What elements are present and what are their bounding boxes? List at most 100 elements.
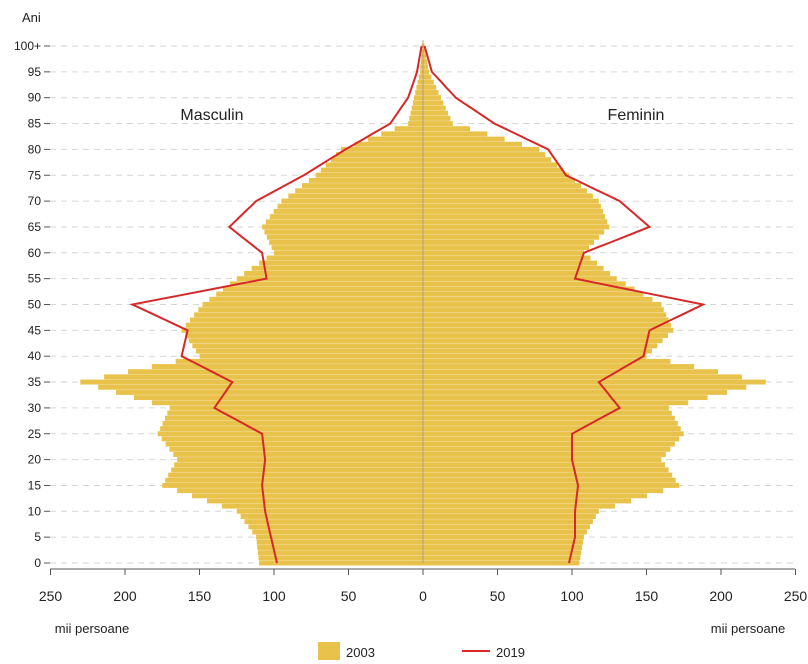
- bar-female-2003: [423, 141, 522, 147]
- bar-female-2003: [423, 110, 449, 116]
- x-tick-label: 250: [39, 588, 63, 604]
- bar-male-2003: [195, 348, 423, 354]
- bar-male-2003: [257, 550, 423, 556]
- bar-female-2003: [423, 286, 635, 292]
- y-tick-label: 50: [28, 298, 42, 312]
- bar-male-2003: [415, 90, 423, 95]
- y-tick-label: 10: [28, 504, 42, 518]
- bar-female-2003: [423, 539, 584, 545]
- bar-male-2003: [266, 234, 423, 240]
- line-female-2019: [423, 45, 707, 564]
- bar-female-2003: [423, 508, 599, 514]
- bar-male-2003: [240, 514, 423, 519]
- bar-female-2003: [423, 482, 680, 488]
- bar-male-2003: [325, 162, 423, 168]
- x-tick-label: 100: [560, 588, 584, 604]
- left-label: Masculin: [180, 107, 243, 124]
- bar-female-2003: [423, 100, 444, 106]
- bar-male-2003: [236, 508, 423, 514]
- bar-male-2003: [174, 462, 423, 468]
- bar-male-2003: [408, 121, 423, 127]
- bar-female-2003: [423, 255, 591, 261]
- bar-male-2003: [198, 307, 423, 313]
- bar-female-2003: [423, 333, 668, 338]
- bar-male-2003: [416, 84, 423, 90]
- bar-female-2003: [423, 208, 603, 214]
- x-tick-label: 150: [635, 588, 659, 604]
- bar-female-2003: [423, 136, 505, 142]
- bar-female-2003: [423, 131, 488, 137]
- bar-female-2003: [423, 529, 587, 535]
- bar-female-2003: [423, 177, 575, 183]
- right-label: Feminin: [608, 107, 665, 124]
- bar-female-2003: [423, 348, 652, 354]
- bar-female-2003: [423, 183, 581, 189]
- y-tick-label: 45: [28, 323, 42, 337]
- bar-male-2003: [258, 555, 423, 561]
- bar-male-2003: [177, 457, 423, 463]
- bar-female-2003: [423, 426, 681, 432]
- bar-female-2003: [423, 146, 540, 152]
- bar-female-2003: [423, 105, 446, 111]
- y-tick-label: 30: [28, 401, 42, 415]
- bar-male-2003: [175, 358, 423, 364]
- bar-female-2003: [423, 446, 671, 452]
- bar-female-2003: [423, 322, 671, 328]
- bar-male-2003: [251, 265, 423, 271]
- bar-female-2003: [423, 74, 432, 80]
- x-tick-label: 50: [341, 588, 357, 604]
- bar-male-2003: [206, 498, 423, 504]
- legend-label-2019: 2019: [496, 645, 525, 660]
- bar-female-2003: [423, 302, 662, 307]
- bar-male-2003: [315, 172, 423, 178]
- bar-female-2003: [423, 214, 606, 220]
- bar-female-2003: [423, 534, 584, 540]
- bar-male-2003: [277, 203, 423, 209]
- bar-female-2003: [423, 203, 601, 209]
- x-tick-label: 50: [490, 588, 506, 604]
- bar-male-2003: [269, 240, 423, 245]
- bar-male-2003: [185, 322, 423, 328]
- bar-male-2003: [177, 488, 423, 494]
- bar-female-2003: [423, 317, 669, 323]
- x-unit-label-left: mii persoane: [55, 621, 129, 636]
- bar-male-2003: [269, 214, 423, 220]
- bar-female-2003: [423, 467, 669, 473]
- y-tick-label: 5: [34, 530, 41, 544]
- bar-female-2003: [423, 121, 453, 127]
- x-tick-label: 100: [262, 588, 286, 604]
- bar-female-2003: [423, 338, 663, 344]
- bar-male-2003: [420, 64, 423, 70]
- x-tick-label: 250: [784, 588, 808, 604]
- bar-male-2003: [420, 53, 423, 59]
- bar-female-2003: [423, 457, 662, 463]
- bar-male-2003: [236, 276, 423, 282]
- bar-male-2003: [189, 317, 423, 323]
- bar-male-2003: [410, 110, 423, 116]
- bar-male-2003: [188, 338, 423, 344]
- y-tick-label: 95: [28, 65, 42, 79]
- bars-2003: [80, 43, 766, 566]
- bar-male-2003: [165, 477, 424, 483]
- bar-male-2003: [271, 245, 423, 251]
- bar-male-2003: [412, 100, 423, 106]
- bar-male-2003: [160, 426, 423, 432]
- bar-male-2003: [418, 74, 423, 80]
- bar-female-2003: [423, 276, 617, 282]
- bar-female-2003: [423, 53, 427, 59]
- bar-female-2003: [423, 472, 673, 478]
- bar-male-2003: [104, 374, 423, 380]
- x-tick-label: 0: [419, 588, 427, 604]
- bar-male-2003: [133, 395, 423, 401]
- bar-male-2003: [411, 105, 423, 111]
- bar-male-2003: [274, 250, 423, 256]
- bar-male-2003: [259, 560, 423, 566]
- bar-female-2003: [423, 498, 632, 504]
- bar-female-2003: [423, 451, 666, 457]
- bar-female-2003: [423, 514, 596, 519]
- bar-male-2003: [192, 493, 423, 499]
- bar-female-2003: [423, 90, 439, 95]
- bar-female-2003: [423, 436, 680, 442]
- y-tick-label: 60: [28, 246, 42, 260]
- x-tick-label: 150: [188, 588, 212, 604]
